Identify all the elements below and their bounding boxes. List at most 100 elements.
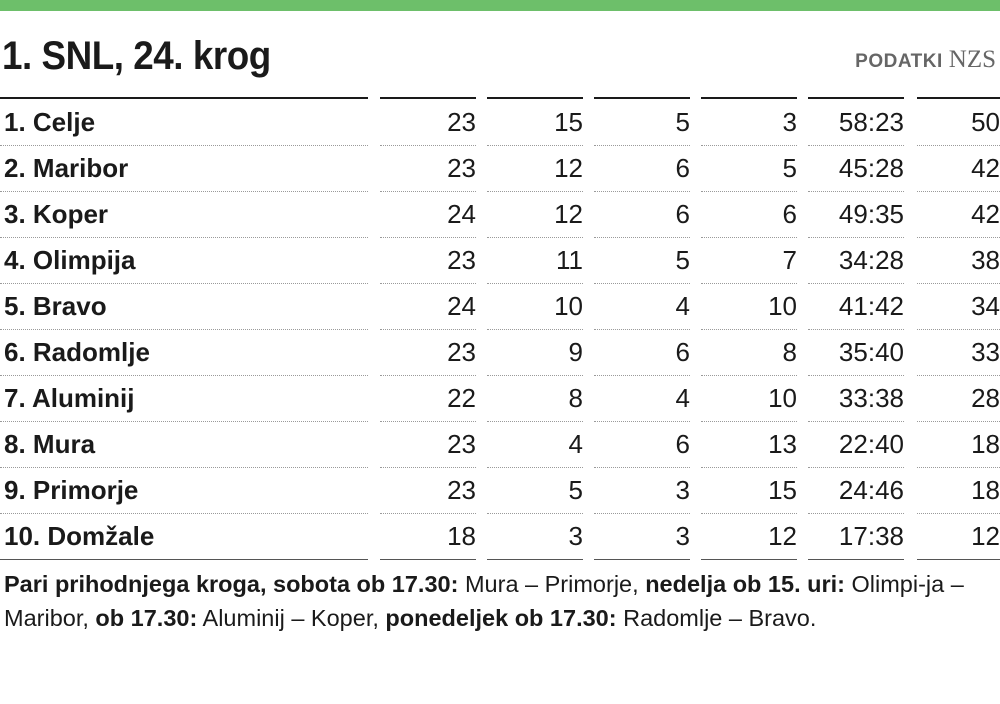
column-gap (368, 330, 380, 376)
column-gap (368, 514, 380, 560)
column-gap (368, 376, 380, 422)
won-cell: 8 (487, 375, 583, 422)
column-gap (690, 422, 701, 468)
draw-cell: 3 (594, 513, 690, 560)
lost-cell: 15 (701, 467, 797, 514)
column-gap (368, 146, 380, 192)
column-gap (476, 100, 487, 146)
team-name-cell: 8. Mura (0, 421, 368, 468)
table-row: 5. Bravo 24 10 4 10 41:42 34 (0, 283, 1000, 330)
team-name-cell: 5. Bravo (0, 283, 368, 330)
points-cell: 42 (917, 145, 1000, 192)
column-gap (583, 422, 594, 468)
points-cell: 38 (917, 237, 1000, 284)
goals-cell: 33:38 (808, 375, 904, 422)
table-row: 2. Maribor 23 12 6 5 45:28 42 (0, 145, 1000, 192)
team-name-cell: 2. Maribor (0, 145, 368, 192)
column-gap (797, 330, 808, 376)
column-gap (690, 330, 701, 376)
data-source: PODATKI NZS (855, 46, 996, 74)
won-cell: 4 (487, 421, 583, 468)
table-row: 8. Mura 23 4 6 13 22:40 18 (0, 421, 1000, 468)
column-gap (690, 468, 701, 514)
column-gap (690, 192, 701, 238)
column-gap (368, 468, 380, 514)
header-rule (0, 97, 368, 99)
goals-cell: 41:42 (808, 283, 904, 330)
source-label: PODATKI (855, 51, 943, 72)
points-cell: 34 (917, 283, 1000, 330)
played-cell: 23 (380, 237, 476, 284)
table-row: 10. Domžale 18 3 3 12 17:38 12 (0, 513, 1000, 560)
won-cell: 3 (487, 513, 583, 560)
played-cell: 24 (380, 283, 476, 330)
column-gap (690, 100, 701, 146)
won-cell: 10 (487, 283, 583, 330)
won-cell: 12 (487, 145, 583, 192)
column-gap (904, 468, 917, 514)
team-name-cell: 3. Koper (0, 191, 368, 238)
column-gap (904, 422, 917, 468)
header-rule (594, 97, 690, 99)
team-name-cell: 9. Primorje (0, 467, 368, 514)
points-cell: 50 (917, 100, 1000, 146)
column-gap (476, 514, 487, 560)
draw-cell: 6 (594, 145, 690, 192)
draw-cell: 5 (594, 100, 690, 146)
column-gap (904, 284, 917, 330)
draw-cell: 4 (594, 375, 690, 422)
played-cell: 23 (380, 467, 476, 514)
column-gap (904, 330, 917, 376)
column-gap (368, 422, 380, 468)
note-text: Mura – Primorje, (458, 571, 646, 597)
table-row: 7. Aluminij 22 8 4 10 33:38 28 (0, 375, 1000, 422)
column-gap (583, 330, 594, 376)
goals-cell: 35:40 (808, 329, 904, 376)
column-gap (904, 192, 917, 238)
column-gap (583, 468, 594, 514)
played-cell: 22 (380, 375, 476, 422)
column-gap (904, 376, 917, 422)
note-label: ponedeljek ob 17.30: (385, 605, 617, 631)
table-row: 1. Celje 23 15 5 3 58:23 50 (0, 100, 1000, 146)
column-gap (797, 468, 808, 514)
points-cell: 12 (917, 513, 1000, 560)
goals-cell: 45:28 (808, 145, 904, 192)
column-gap (583, 376, 594, 422)
lost-cell: 8 (701, 329, 797, 376)
played-cell: 24 (380, 191, 476, 238)
column-gap (368, 238, 380, 284)
goals-cell: 22:40 (808, 421, 904, 468)
team-name-cell: 1. Celje (0, 100, 368, 146)
note-label: ob 17.30: (95, 605, 198, 631)
column-gap (904, 514, 917, 560)
lost-cell: 13 (701, 421, 797, 468)
points-cell: 42 (917, 191, 1000, 238)
page-title: 1. SNL, 24. krog (2, 34, 271, 78)
note-text: Aluminij – Koper, (197, 605, 386, 631)
goals-cell: 58:23 (808, 100, 904, 146)
played-cell: 23 (380, 421, 476, 468)
source-name: NZS (948, 46, 996, 73)
column-gap (690, 238, 701, 284)
lost-cell: 10 (701, 375, 797, 422)
team-name-cell: 6. Radomlje (0, 329, 368, 376)
column-gap (797, 422, 808, 468)
column-gap (904, 100, 917, 146)
column-gap (476, 422, 487, 468)
points-cell: 18 (917, 467, 1000, 514)
column-gap (690, 146, 701, 192)
points-cell: 33 (917, 329, 1000, 376)
column-gap (368, 192, 380, 238)
note-label: Pari prihodnjega kroga, sobota ob 17.30: (4, 571, 459, 597)
won-cell: 9 (487, 329, 583, 376)
column-gap (797, 192, 808, 238)
header-rule (808, 97, 904, 99)
column-gap (690, 514, 701, 560)
column-gap (476, 376, 487, 422)
lost-cell: 7 (701, 237, 797, 284)
column-gap (476, 330, 487, 376)
won-cell: 12 (487, 191, 583, 238)
draw-cell: 6 (594, 421, 690, 468)
played-cell: 23 (380, 329, 476, 376)
